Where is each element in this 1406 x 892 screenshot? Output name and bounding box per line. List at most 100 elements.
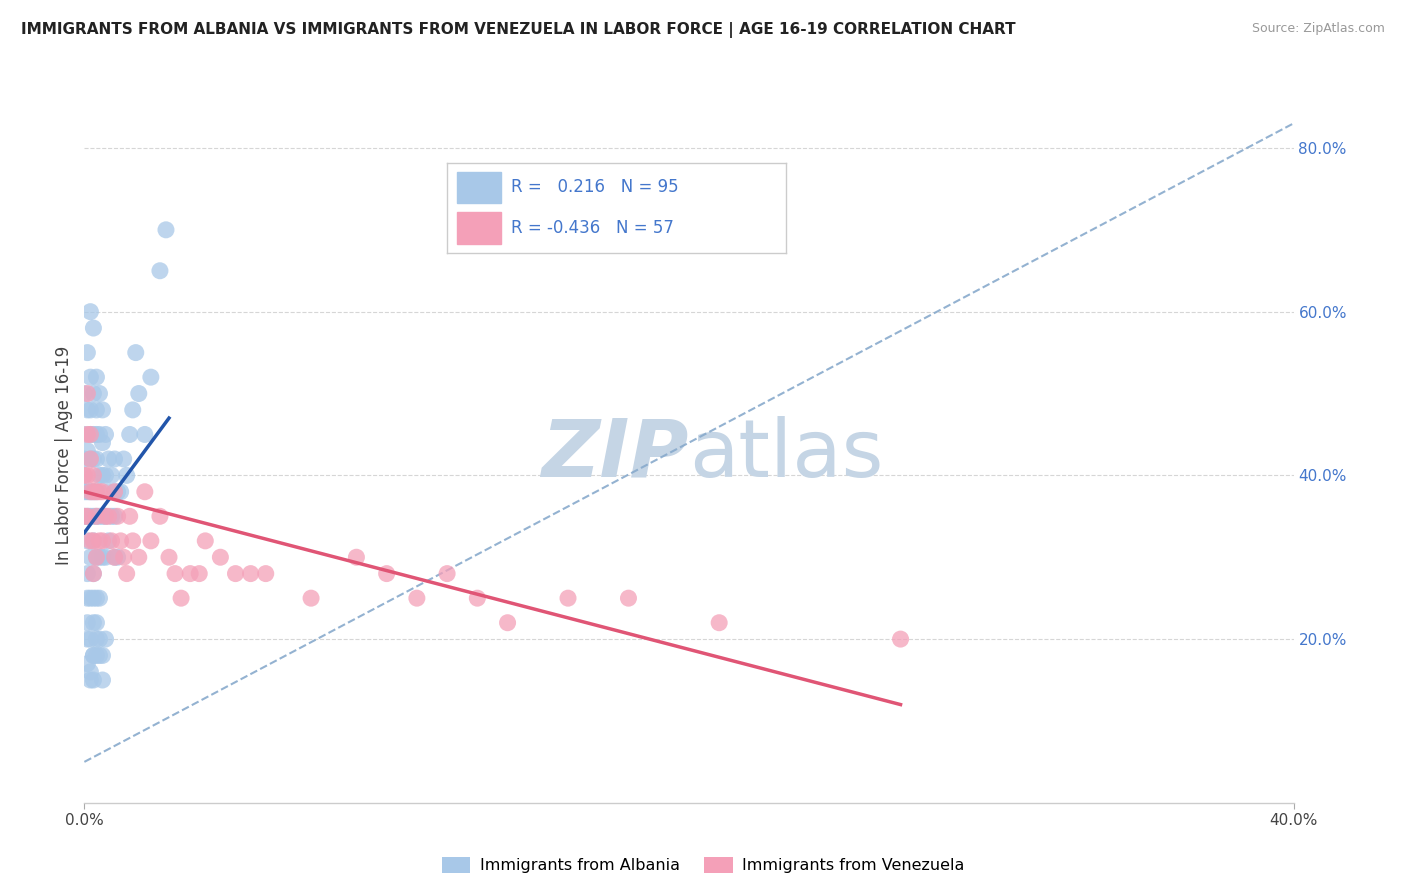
Point [115, 566, 138, 581]
Point [82, 484, 104, 499]
Point [76, 443, 98, 458]
Point [79, 509, 101, 524]
Point [76, 386, 98, 401]
Point [79, 484, 101, 499]
Point [254, 566, 277, 581]
Point [104, 452, 127, 467]
Point [86, 509, 108, 524]
Point [89, 468, 111, 483]
Point [86, 403, 108, 417]
Point [97, 533, 120, 548]
Point [79, 403, 101, 417]
Point [76, 615, 98, 630]
Point [79, 550, 101, 565]
Point [188, 566, 211, 581]
Point [73, 427, 96, 442]
Point [73, 484, 96, 499]
Point [239, 566, 262, 581]
Point [79, 591, 101, 606]
Point [82, 427, 104, 442]
Point [94, 550, 117, 565]
Point [86, 550, 108, 565]
Point [79, 665, 101, 679]
Point [157, 550, 180, 565]
Point [91, 673, 114, 687]
Text: R =   0.216   N = 95: R = 0.216 N = 95 [512, 178, 679, 196]
Point [91, 435, 114, 450]
Point [91, 484, 114, 499]
Point [79, 427, 101, 442]
Point [82, 386, 104, 401]
Point [94, 509, 117, 524]
Point [209, 550, 232, 565]
Point [86, 452, 108, 467]
Point [91, 403, 114, 417]
Point [299, 591, 322, 606]
Point [110, 533, 132, 548]
Point [86, 427, 108, 442]
Point [76, 657, 98, 671]
Point [76, 509, 98, 524]
Point [82, 468, 104, 483]
Text: R = -0.436   N = 57: R = -0.436 N = 57 [512, 219, 675, 236]
Point [194, 533, 217, 548]
Point [97, 452, 120, 467]
Point [112, 452, 135, 467]
Point [97, 509, 120, 524]
Point [91, 550, 114, 565]
Point [139, 533, 162, 548]
Text: IMMIGRANTS FROM ALBANIA VS IMMIGRANTS FROM VENEZUELA IN LABOR FORCE | AGE 16-19 : IMMIGRANTS FROM ALBANIA VS IMMIGRANTS FR… [21, 22, 1015, 38]
Point [86, 484, 108, 499]
Point [91, 648, 114, 663]
Point [436, 566, 458, 581]
Point [82, 533, 104, 548]
Point [115, 468, 138, 483]
Point [76, 468, 98, 483]
Point [121, 533, 143, 548]
Point [73, 509, 96, 524]
Point [118, 509, 141, 524]
Point [86, 615, 108, 630]
Point [89, 386, 111, 401]
Legend: Immigrants from Albania, Immigrants from Venezuela: Immigrants from Albania, Immigrants from… [434, 850, 972, 880]
Point [134, 427, 156, 442]
Point [91, 509, 114, 524]
Text: atlas: atlas [689, 416, 883, 494]
Point [100, 468, 122, 483]
Point [890, 632, 912, 646]
Point [134, 484, 156, 499]
Point [82, 615, 104, 630]
Point [82, 484, 104, 499]
Point [86, 632, 108, 646]
Point [104, 509, 127, 524]
Point [89, 427, 111, 442]
Bar [457, 212, 502, 244]
Point [121, 403, 143, 417]
Point [94, 509, 117, 524]
Point [79, 452, 101, 467]
Point [73, 452, 96, 467]
Point [86, 370, 108, 384]
Point [89, 550, 111, 565]
Point [179, 566, 201, 581]
Point [104, 484, 127, 499]
Point [82, 673, 104, 687]
Point [346, 550, 368, 565]
Point [76, 345, 98, 359]
Point [76, 403, 98, 417]
Point [89, 484, 111, 499]
Point [100, 533, 122, 548]
Point [557, 591, 579, 606]
Point [149, 509, 172, 524]
Bar [457, 172, 502, 203]
Point [79, 452, 101, 467]
Point [149, 264, 172, 278]
Point [110, 484, 132, 499]
Point [89, 533, 111, 548]
Point [94, 427, 117, 442]
Point [73, 509, 96, 524]
Point [82, 533, 104, 548]
Point [86, 509, 108, 524]
Point [79, 370, 101, 384]
Point [82, 509, 104, 524]
